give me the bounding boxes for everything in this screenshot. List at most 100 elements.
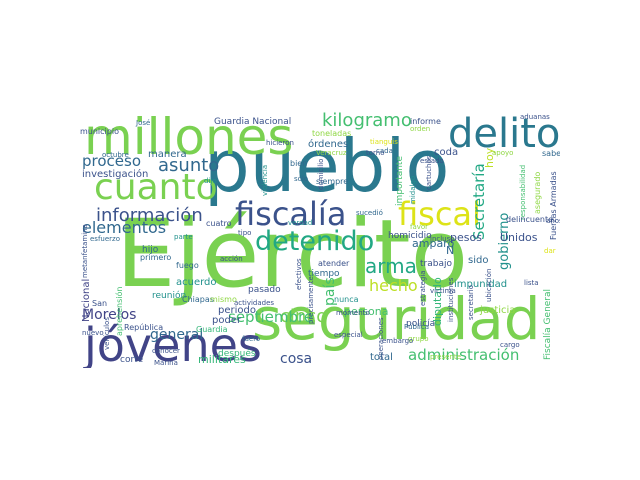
word: metanfetamina (81, 224, 89, 278)
word: después (218, 349, 256, 359)
word: Ejército (116, 200, 469, 309)
word: arma (365, 254, 417, 278)
word: sido (468, 255, 489, 266)
word: importante (395, 155, 405, 206)
word: general (150, 327, 204, 343)
word: policía (406, 319, 436, 329)
word: actividades (234, 299, 275, 307)
word: siempre (316, 177, 349, 186)
word: fuero (242, 335, 261, 343)
word: tianguis (370, 138, 398, 146)
word: Chiapas (182, 295, 214, 304)
word: apoyo (492, 149, 514, 157)
word: torno (366, 149, 385, 157)
word: jóvenes (84, 318, 262, 368)
word: República (124, 323, 164, 332)
word: embargo (382, 337, 414, 345)
word: Morelos (82, 307, 137, 323)
word: acción (220, 255, 243, 263)
word: proceso (82, 152, 142, 170)
word: nuevo (82, 329, 104, 337)
word: responsabilidad (519, 164, 527, 220)
word: parte (174, 233, 193, 241)
word-cloud: Ejército pueblo seguridad millones jóven… (80, 110, 560, 368)
word: saben (542, 149, 560, 158)
word: septiembre (228, 308, 314, 326)
word: aprehensión (115, 286, 124, 336)
word: asegurado (533, 171, 542, 214)
word: corte (120, 355, 144, 365)
word: efectivos (295, 258, 303, 290)
word: homicidio (388, 231, 432, 241)
word: momento (336, 309, 370, 317)
word: octubre (102, 151, 129, 159)
word: verdad (288, 219, 313, 227)
word: Guardia Nacional (214, 117, 292, 127)
word: fiscalía (235, 195, 347, 233)
word: seguridad (252, 285, 541, 353)
word: trabajo (420, 259, 452, 269)
word: fiscal (398, 195, 481, 233)
word: asunto (158, 155, 220, 176)
word: información (96, 205, 203, 226)
word: tiempo (308, 269, 340, 279)
word: N (446, 244, 455, 257)
word: acuerdo (176, 277, 217, 288)
word: impunidad (454, 279, 508, 290)
word: atender (318, 259, 350, 268)
word: cinco (280, 306, 328, 327)
word: lista (524, 279, 539, 287)
word: Marina (154, 359, 178, 367)
word: pueblo (204, 124, 450, 208)
word: especial (334, 331, 363, 339)
word: delincuente (506, 215, 554, 224)
word: elementos (82, 218, 167, 237)
word: favor (410, 223, 429, 231)
word: hicieron (266, 139, 294, 147)
word: fuego (176, 261, 199, 270)
word: manera (148, 149, 187, 160)
word: secretario (467, 285, 475, 320)
word: conocer (152, 347, 180, 355)
word: tipo (238, 229, 252, 237)
word: informe (410, 117, 441, 126)
word: orden (410, 125, 431, 133)
word: hecho (369, 276, 418, 295)
word: cosa (280, 351, 313, 367)
word: pasado (248, 285, 281, 295)
word: justicia (480, 305, 516, 316)
word: total (370, 352, 393, 363)
word: nunca (334, 295, 359, 304)
word: Fiscalía General (543, 288, 553, 360)
word: esfuerzo (90, 235, 120, 243)
word: dijo (204, 177, 217, 185)
word: Veracruz (316, 149, 347, 157)
word: poder (212, 315, 242, 326)
word: mismo (210, 295, 237, 304)
word: primero (140, 253, 172, 262)
word: periodo (218, 305, 256, 316)
word: cada (376, 147, 393, 155)
word: toneladas (312, 129, 352, 138)
word: investigación (82, 169, 149, 180)
word: reunión (152, 291, 187, 301)
word: Secretaría (470, 163, 488, 240)
word: precisamente (307, 276, 315, 324)
word: pesos (450, 231, 482, 244)
word: cargo (500, 341, 520, 349)
word: víctima (430, 287, 456, 295)
word: aduanas (520, 113, 550, 121)
word: sólo (294, 175, 309, 183)
word: presente (430, 353, 461, 361)
word: cuanto (94, 167, 218, 208)
word: hijo (142, 245, 159, 255)
word: San (92, 299, 108, 308)
word: estrategia (419, 270, 427, 306)
word: delito (448, 111, 560, 157)
word: dar (544, 247, 556, 255)
word: administración (408, 346, 520, 364)
word: Pública (404, 323, 430, 331)
word: sucedió (356, 209, 383, 217)
word: domicilio (317, 158, 325, 190)
word: amparo (412, 237, 455, 250)
